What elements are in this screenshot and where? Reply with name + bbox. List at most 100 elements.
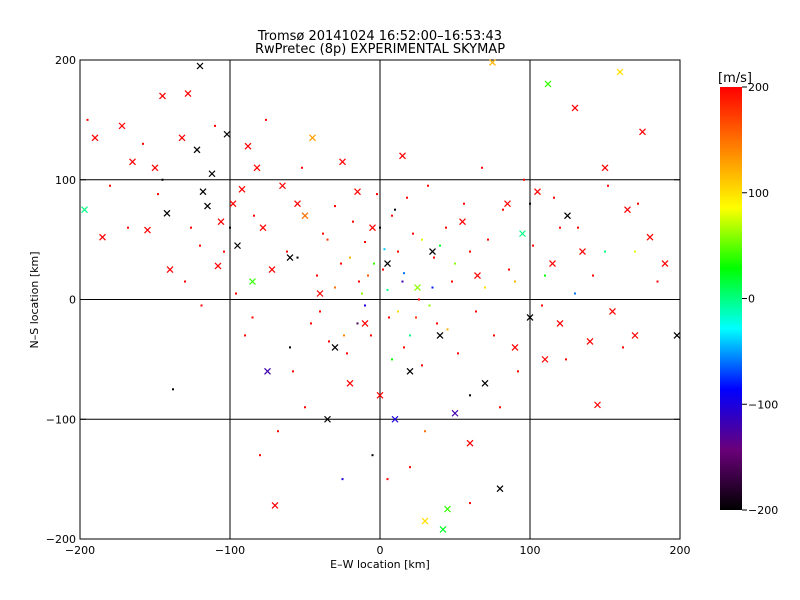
data-point-x — [316, 290, 324, 297]
data-point-dot — [502, 208, 504, 211]
data-point-dot — [493, 334, 495, 337]
data-point-dot — [371, 454, 374, 457]
data-point-dot — [445, 226, 447, 229]
data-point-x — [549, 260, 556, 267]
data-point-x — [268, 266, 276, 273]
data-point-dot — [142, 142, 144, 145]
data-point-x — [91, 134, 99, 142]
data-point-dot — [484, 286, 486, 289]
data-point-x — [616, 68, 624, 76]
data-point-dot — [428, 304, 431, 307]
y-axis-label: N–S location [km] — [28, 251, 41, 348]
data-point-dot — [265, 118, 267, 121]
data-point-dot — [403, 272, 405, 275]
data-point-dot — [577, 226, 579, 229]
data-point-dot — [109, 184, 111, 187]
data-point-dot — [463, 202, 465, 205]
data-point-x — [223, 130, 231, 138]
data-point-dot — [316, 274, 318, 277]
data-point-dot — [235, 292, 237, 295]
data-point-x — [361, 320, 369, 327]
chart-title: Tromsø 20141024 16:52:00–16:53:43 — [257, 29, 502, 44]
x-tick-label: 200 — [670, 544, 691, 557]
data-point-x — [511, 343, 519, 351]
data-point-dot — [358, 280, 360, 283]
data-point-dot — [292, 370, 294, 373]
y-tick-label: 100 — [55, 174, 76, 187]
data-point-dot — [469, 502, 471, 505]
data-point-x — [519, 230, 526, 238]
data-point-x — [466, 439, 474, 447]
y-axis-ticks: −200 −100 0 100 200 — [46, 54, 680, 546]
data-point-x — [526, 314, 534, 321]
data-point-dot — [532, 244, 534, 247]
data-point-x — [624, 206, 631, 214]
data-point-dot — [446, 328, 449, 331]
data-point-dot — [394, 208, 396, 211]
data-point-dot — [469, 394, 471, 397]
data-point-dot — [427, 184, 429, 187]
data-point-x — [376, 391, 384, 399]
data-point-x — [489, 58, 496, 66]
data-point-dot — [349, 256, 351, 259]
data-point-dot — [86, 118, 89, 121]
data-point-dot — [388, 316, 390, 319]
data-point-dot — [469, 250, 471, 253]
data-point-dot — [656, 280, 659, 283]
data-point-x — [294, 200, 301, 208]
data-point-x — [253, 164, 261, 172]
x-tick-label: 100 — [520, 544, 541, 557]
data-point-dot — [436, 322, 438, 325]
data-point-dot — [397, 250, 399, 253]
data-point-dot — [592, 274, 594, 277]
data-point-dot — [424, 430, 426, 433]
data-point-dot — [364, 304, 366, 307]
data-point-x — [331, 343, 339, 351]
data-point-dot — [251, 316, 254, 319]
data-point-x — [609, 308, 616, 315]
data-point-x — [391, 415, 399, 423]
data-point-dot — [451, 280, 453, 283]
data-point-dot — [386, 288, 389, 291]
data-point-dot — [304, 406, 306, 409]
y-tick-label: 0 — [69, 294, 76, 307]
data-point-dot — [341, 478, 344, 481]
data-point-dot — [370, 334, 372, 337]
data-point-dot — [382, 268, 384, 271]
data-point-dot — [127, 226, 129, 229]
data-point-dot — [637, 202, 639, 205]
data-point-dot — [487, 238, 489, 241]
data-point-dot — [253, 214, 255, 217]
data-point-dot — [412, 232, 414, 235]
data-point-x — [406, 367, 414, 375]
data-point-dot — [634, 250, 636, 253]
data-point-x — [384, 260, 391, 267]
data-point-dot — [415, 316, 417, 319]
data-point-dot — [514, 280, 516, 283]
data-point-x — [193, 146, 201, 154]
data-point-x — [99, 233, 106, 241]
data-point-dot — [334, 205, 336, 208]
data-point-x — [199, 188, 207, 196]
data-point-dot — [391, 358, 393, 361]
data-point-dot — [409, 334, 411, 337]
data-point-dot — [431, 286, 434, 289]
data-point-x — [444, 505, 451, 513]
x-axis-label: E–W location [km] — [330, 558, 430, 571]
data-point-dot — [334, 286, 336, 289]
data-point-dot — [397, 310, 399, 313]
data-point-dot — [223, 250, 225, 253]
data-point-x — [324, 415, 331, 423]
data-point-dot — [161, 178, 164, 181]
x-tick-label: −200 — [65, 544, 95, 557]
data-point-dot — [343, 334, 345, 337]
data-point-dot — [356, 322, 359, 325]
data-point-x — [673, 332, 681, 339]
data-point-x — [646, 233, 654, 241]
data-point-dot — [376, 193, 378, 196]
colorbar-tick-label: 0 — [748, 293, 755, 306]
x-tick-label: 0 — [377, 544, 384, 557]
data-point-dot — [289, 346, 291, 349]
data-point-x — [541, 355, 549, 363]
data-point-x — [249, 278, 256, 285]
